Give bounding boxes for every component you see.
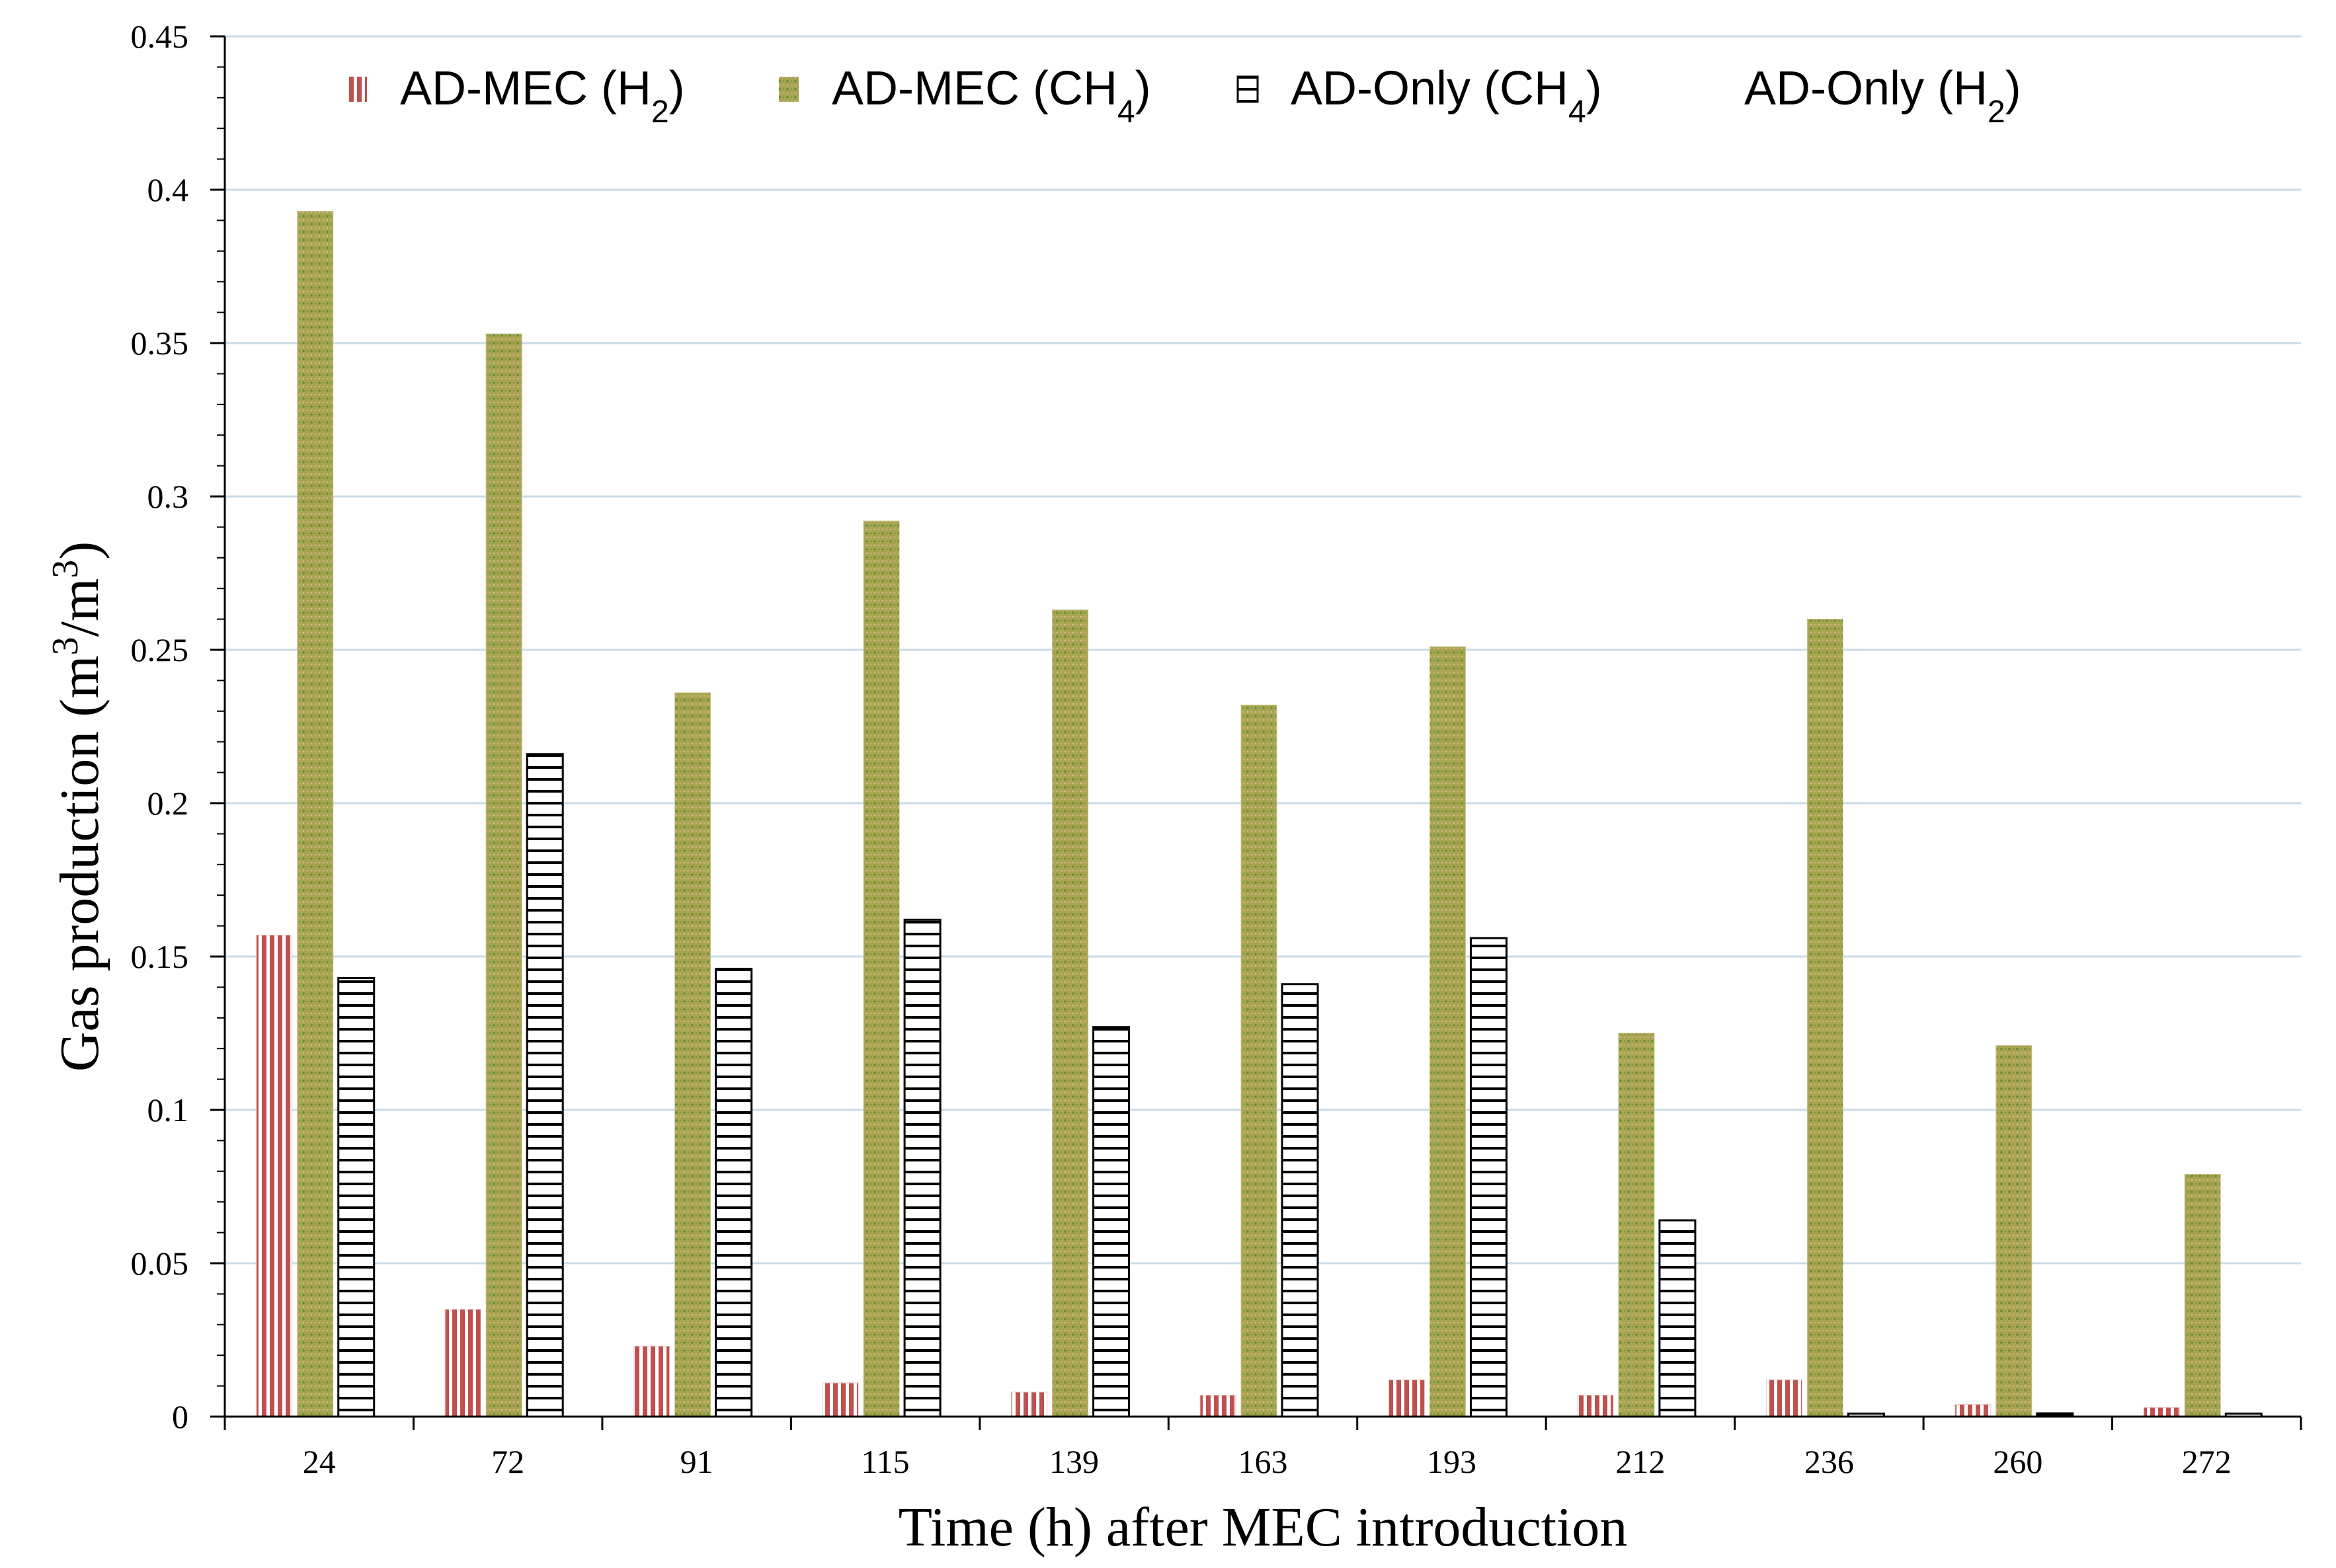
x-tick-label: 272	[2182, 1443, 2232, 1480]
bar-ad-mec-ch4	[297, 210, 334, 1417]
y-tick-label: 0.05	[131, 1245, 189, 1282]
y-tick-label: 0.15	[131, 938, 189, 975]
bar-ad-mec-ch4	[1618, 1033, 1655, 1417]
legend-swatch	[779, 77, 799, 102]
y-tick-label: 0	[172, 1398, 188, 1435]
bar-ad-only-ch4	[903, 918, 942, 1418]
y-tick-label: 0.45	[131, 18, 189, 55]
bar-ad-mec-h2	[1011, 1392, 1048, 1417]
bar-ad-mec-h2	[822, 1382, 859, 1417]
bar-ad-only-ch4	[1281, 983, 1319, 1418]
y-tick-label: 0.25	[131, 631, 189, 668]
bar-ad-mec-ch4	[485, 333, 522, 1417]
bar-ad-mec-ch4	[1429, 646, 1466, 1417]
bar-ad-mec-ch4	[674, 692, 711, 1417]
y-axis-title: Gas production (m3/m3)	[45, 541, 110, 1072]
bar-ad-mec-h2	[1577, 1395, 1614, 1417]
bar-ad-mec-h2	[256, 935, 293, 1417]
bar-ad-only-ch4	[337, 976, 376, 1418]
y-tick-label: 0.35	[131, 325, 189, 362]
x-tick-label: 91	[680, 1443, 713, 1480]
x-axis-title: Time (h) after MEC introduction	[899, 1497, 1628, 1558]
bar-ad-mec-h2	[1199, 1395, 1236, 1417]
bar-ad-only-ch4	[1658, 1219, 1697, 1418]
x-tick-label: 236	[1804, 1443, 1854, 1480]
legend-label: AD-Only (H2)	[1744, 62, 2021, 130]
bar-ad-mec-h2	[2143, 1407, 2180, 1417]
bar-ad-only-ch4	[715, 968, 753, 1418]
bar-ad-mec-ch4	[1806, 619, 1843, 1417]
legend-label: AD-MEC (CH4)	[832, 62, 1151, 130]
bar-ad-only-ch4	[526, 753, 564, 1418]
legend-swatch	[1236, 75, 1259, 103]
x-tick-label: 163	[1238, 1443, 1288, 1480]
bar-ad-mec-h2	[1954, 1403, 1992, 1417]
bar-ad-mec-ch4	[1240, 705, 1277, 1417]
y-tick-label: 0.2	[147, 785, 189, 822]
y-tick-label: 0.3	[147, 478, 189, 515]
bar-ad-only-ch4	[1092, 1026, 1131, 1418]
bar-ad-mec-ch4	[863, 520, 900, 1417]
legend-label: AD-MEC (H2)	[400, 62, 685, 130]
bar-ad-mec-h2	[444, 1309, 481, 1417]
bar-ad-mec-ch4	[1052, 609, 1089, 1417]
x-tick-label: 24	[303, 1443, 336, 1480]
bar-ad-only-ch4	[1469, 937, 1508, 1418]
x-tick-label: 139	[1049, 1443, 1099, 1480]
x-tick-label: 193	[1427, 1443, 1476, 1480]
bar-ad-mec-ch4	[2184, 1173, 2221, 1417]
y-tick-label: 0.4	[147, 171, 189, 208]
x-tick-label: 115	[862, 1443, 910, 1480]
y-tick-label: 0.1	[147, 1091, 189, 1128]
legend-swatch	[347, 77, 367, 102]
x-tick-label: 72	[491, 1443, 524, 1480]
bar-ad-mec-h2	[1765, 1379, 1802, 1417]
bar-ad-mec-h2	[1388, 1379, 1425, 1417]
x-tick-label: 212	[1615, 1443, 1665, 1480]
bar-ad-mec-h2	[633, 1345, 670, 1417]
x-tick-label: 260	[1993, 1443, 2042, 1480]
bar-ad-mec-ch4	[1995, 1045, 2033, 1417]
legend-label: AD-Only (CH4)	[1291, 62, 1602, 130]
